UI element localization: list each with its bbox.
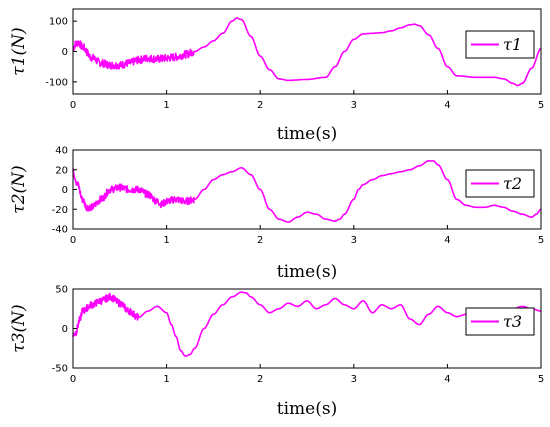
y-tick-label: -40 (52, 225, 68, 236)
x-tick-label: 5 (538, 374, 544, 385)
x-tick-label: 1 (163, 100, 169, 111)
x-tick-label: 4 (444, 100, 450, 111)
legend-entry: τ1 (503, 35, 522, 54)
y-tick-label: 0 (62, 324, 68, 335)
x-ticks: 0 1 2 3 4 5 (70, 364, 544, 385)
axes-frame (72, 288, 542, 369)
axes-frame (72, 8, 542, 95)
x-tick-label: 5 (538, 100, 544, 111)
series-line (72, 17, 542, 87)
y-tick-label: 0 (62, 185, 68, 196)
x-tick-label: 3 (351, 235, 357, 246)
y-tick-label: -20 (52, 205, 68, 216)
y-tick-label: 0 (62, 47, 68, 58)
x-tick-label: 1 (163, 374, 169, 385)
x-axis-label: time(s) (277, 262, 337, 282)
series-line (72, 160, 542, 223)
y-tick-label: 100 (49, 17, 68, 28)
legend-entry: τ2 (503, 174, 522, 193)
legend: τ3 (465, 307, 535, 336)
x-axis-label: time(s) (277, 124, 337, 144)
x-axis-label: time(s) (277, 399, 337, 419)
legend: τ1 (465, 30, 535, 59)
y-axis-label: τ2(N) (9, 165, 29, 213)
x-tick-label: 0 (70, 100, 76, 111)
x-tick-label: 0 (70, 374, 76, 385)
y-axis-label: τ1(N) (9, 27, 29, 75)
legend-entry: τ3 (503, 312, 522, 331)
x-tick-label: 5 (538, 235, 544, 246)
axes-frame (72, 288, 542, 369)
y-ticks: 100 0 -100 (45, 17, 77, 88)
x-tick-label: 2 (257, 235, 263, 246)
y-tick-label: -100 (45, 77, 68, 88)
y-tick-label: -50 (52, 364, 68, 375)
y-tick-label: 40 (55, 146, 68, 157)
y-tick-label: 50 (55, 285, 68, 296)
x-tick-label: 4 (444, 374, 450, 385)
axes-frame (72, 149, 542, 230)
x-tick-label: 1 (163, 235, 169, 246)
x-tick-label: 3 (351, 100, 357, 111)
x-tick-label: 2 (257, 374, 263, 385)
y-axis-label: τ3(N) (9, 304, 29, 352)
subplot-tau1: 0 1 2 3 4 5 100 0 -100 time(s) τ1(N) τ1 (9, 8, 544, 144)
axes-frame (72, 149, 542, 230)
legend: τ2 (465, 169, 535, 198)
x-tick-label: 0 (70, 235, 76, 246)
x-tick-label: 2 (257, 100, 263, 111)
subplot-tau2: 0 1 2 3 4 5 40 20 0 -20 -40 time(s) τ2(N) τ2 (9, 146, 544, 283)
x-tick-label: 3 (351, 374, 357, 385)
series-line (72, 291, 542, 357)
y-tick-label: 20 (55, 165, 68, 176)
x-tick-label: 4 (444, 235, 450, 246)
